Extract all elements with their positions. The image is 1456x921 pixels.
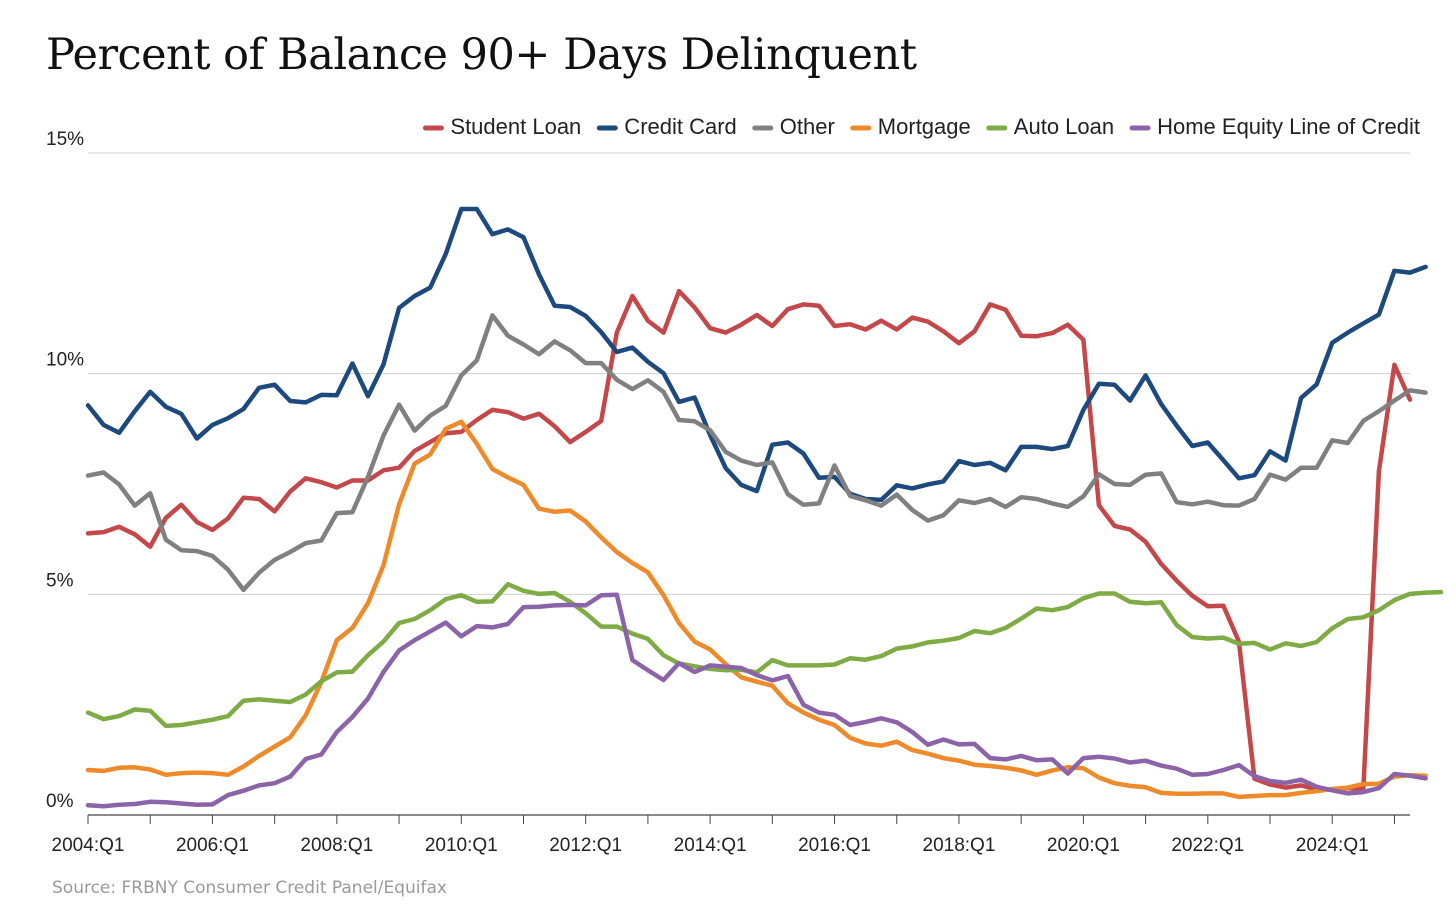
x-tick-label: 2022:Q1 — [1171, 835, 1244, 856]
series-line-auto-loan — [85, 581, 1444, 729]
x-tick-label: 2016:Q1 — [798, 835, 871, 856]
series-line-student-loan — [85, 288, 1413, 793]
legend-label: Student Loan — [450, 114, 581, 139]
legend-item: Mortgage — [850, 114, 971, 139]
gridlines — [88, 152, 1410, 595]
x-tick-label: 2006:Q1 — [176, 835, 249, 856]
x-tick-label: 2004:Q1 — [52, 835, 125, 856]
x-tick-label: 2020:Q1 — [1047, 835, 1120, 856]
y-tick-label: 10% — [46, 350, 84, 371]
series-line-other — [85, 313, 1428, 593]
legend-item: Student Loan — [422, 114, 581, 139]
legend-item: Credit Card — [596, 114, 737, 139]
axes: 0% 5% 10% 15% 2004:Q1 2006:Q1 2008:Q1 2010:Q1 20… — [46, 129, 1410, 856]
x-tick-label: 2008:Q1 — [300, 835, 373, 856]
legend-label: Home Equity Line of Credit — [1157, 114, 1420, 139]
y-tick-label: 5% — [46, 570, 74, 591]
series-line-mortgage — [85, 419, 1428, 800]
x-tick-label: 2024:Q1 — [1296, 835, 1369, 856]
legend-label: Other — [780, 114, 835, 139]
legend: Student Loan Credit Card Other Mortgage Auto… — [422, 114, 1420, 139]
legend-label: Mortgage — [878, 114, 971, 139]
y-tick-label: 0% — [46, 791, 74, 812]
legend-label: Auto Loan — [1014, 114, 1114, 139]
series-lines — [85, 206, 1444, 809]
legend-label: Credit Card — [624, 114, 736, 139]
legend-item: Other — [752, 114, 835, 139]
source-note: Source: FRBNY Consumer Credit Panel/Equi… — [52, 878, 447, 898]
x-tick-label: 2014:Q1 — [674, 835, 747, 856]
x-tick-label: 2018:Q1 — [923, 835, 996, 856]
y-tick-label: 15% — [46, 129, 84, 150]
x-tick-label: 2010:Q1 — [425, 835, 498, 856]
legend-item: Auto Loan — [986, 114, 1114, 139]
series-line-credit-card — [85, 206, 1428, 503]
x-tick-label: 2012:Q1 — [549, 835, 622, 856]
series-line-home-equity-line-of-credit — [85, 592, 1428, 809]
chart-title: Percent of Balance 90+ Days Delinquent — [46, 30, 917, 80]
legend-item: Home Equity Line of Credit — [1129, 114, 1420, 139]
